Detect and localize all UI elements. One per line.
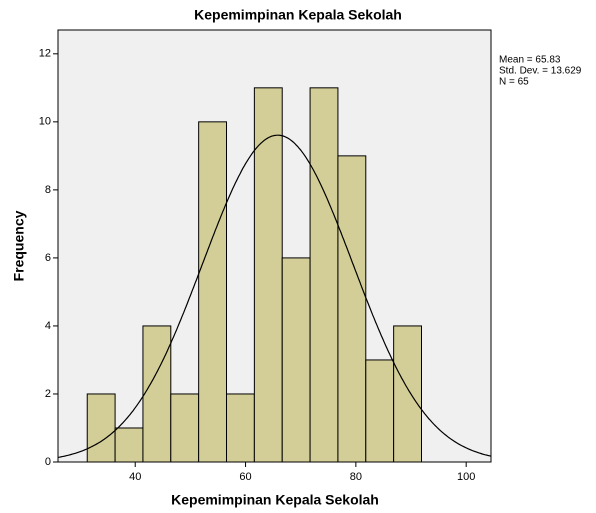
bar bbox=[114, 427, 144, 463]
bar bbox=[281, 257, 311, 463]
stat-std-dev: Std. Dev. = 13.629 bbox=[499, 66, 582, 77]
bar bbox=[198, 121, 228, 463]
bar bbox=[226, 393, 255, 463]
y-tick-label: 10 bbox=[39, 116, 51, 128]
x-tick-label: 100 bbox=[457, 471, 475, 483]
bar bbox=[170, 393, 200, 463]
stat-mean: Mean = 65.83 bbox=[499, 55, 561, 66]
x-tick-label: 80 bbox=[350, 471, 362, 483]
x-axis-label: Kepemimpinan Kepala Sekolah bbox=[171, 492, 379, 508]
bar bbox=[253, 87, 283, 463]
bar bbox=[142, 325, 172, 463]
normal-curve bbox=[57, 134, 492, 458]
bar bbox=[393, 325, 422, 463]
stat-n: N = 65 bbox=[499, 77, 529, 88]
x-tick-label: 60 bbox=[239, 471, 251, 483]
bar bbox=[337, 155, 367, 463]
chart-title: Kepemimpinan Kepala Sekolah bbox=[194, 7, 402, 23]
y-tick-label: 4 bbox=[45, 320, 51, 332]
y-tick-label: 12 bbox=[39, 48, 51, 60]
y-tick-label: 6 bbox=[45, 252, 51, 264]
y-axis-label: Frequency bbox=[11, 210, 27, 281]
x-tick-label: 40 bbox=[129, 471, 141, 483]
bar bbox=[365, 359, 395, 463]
y-tick-label: 8 bbox=[45, 184, 51, 196]
y-tick-label: 0 bbox=[45, 456, 51, 468]
bar bbox=[86, 393, 116, 463]
y-tick-label: 2 bbox=[45, 388, 51, 400]
bar bbox=[309, 87, 339, 463]
